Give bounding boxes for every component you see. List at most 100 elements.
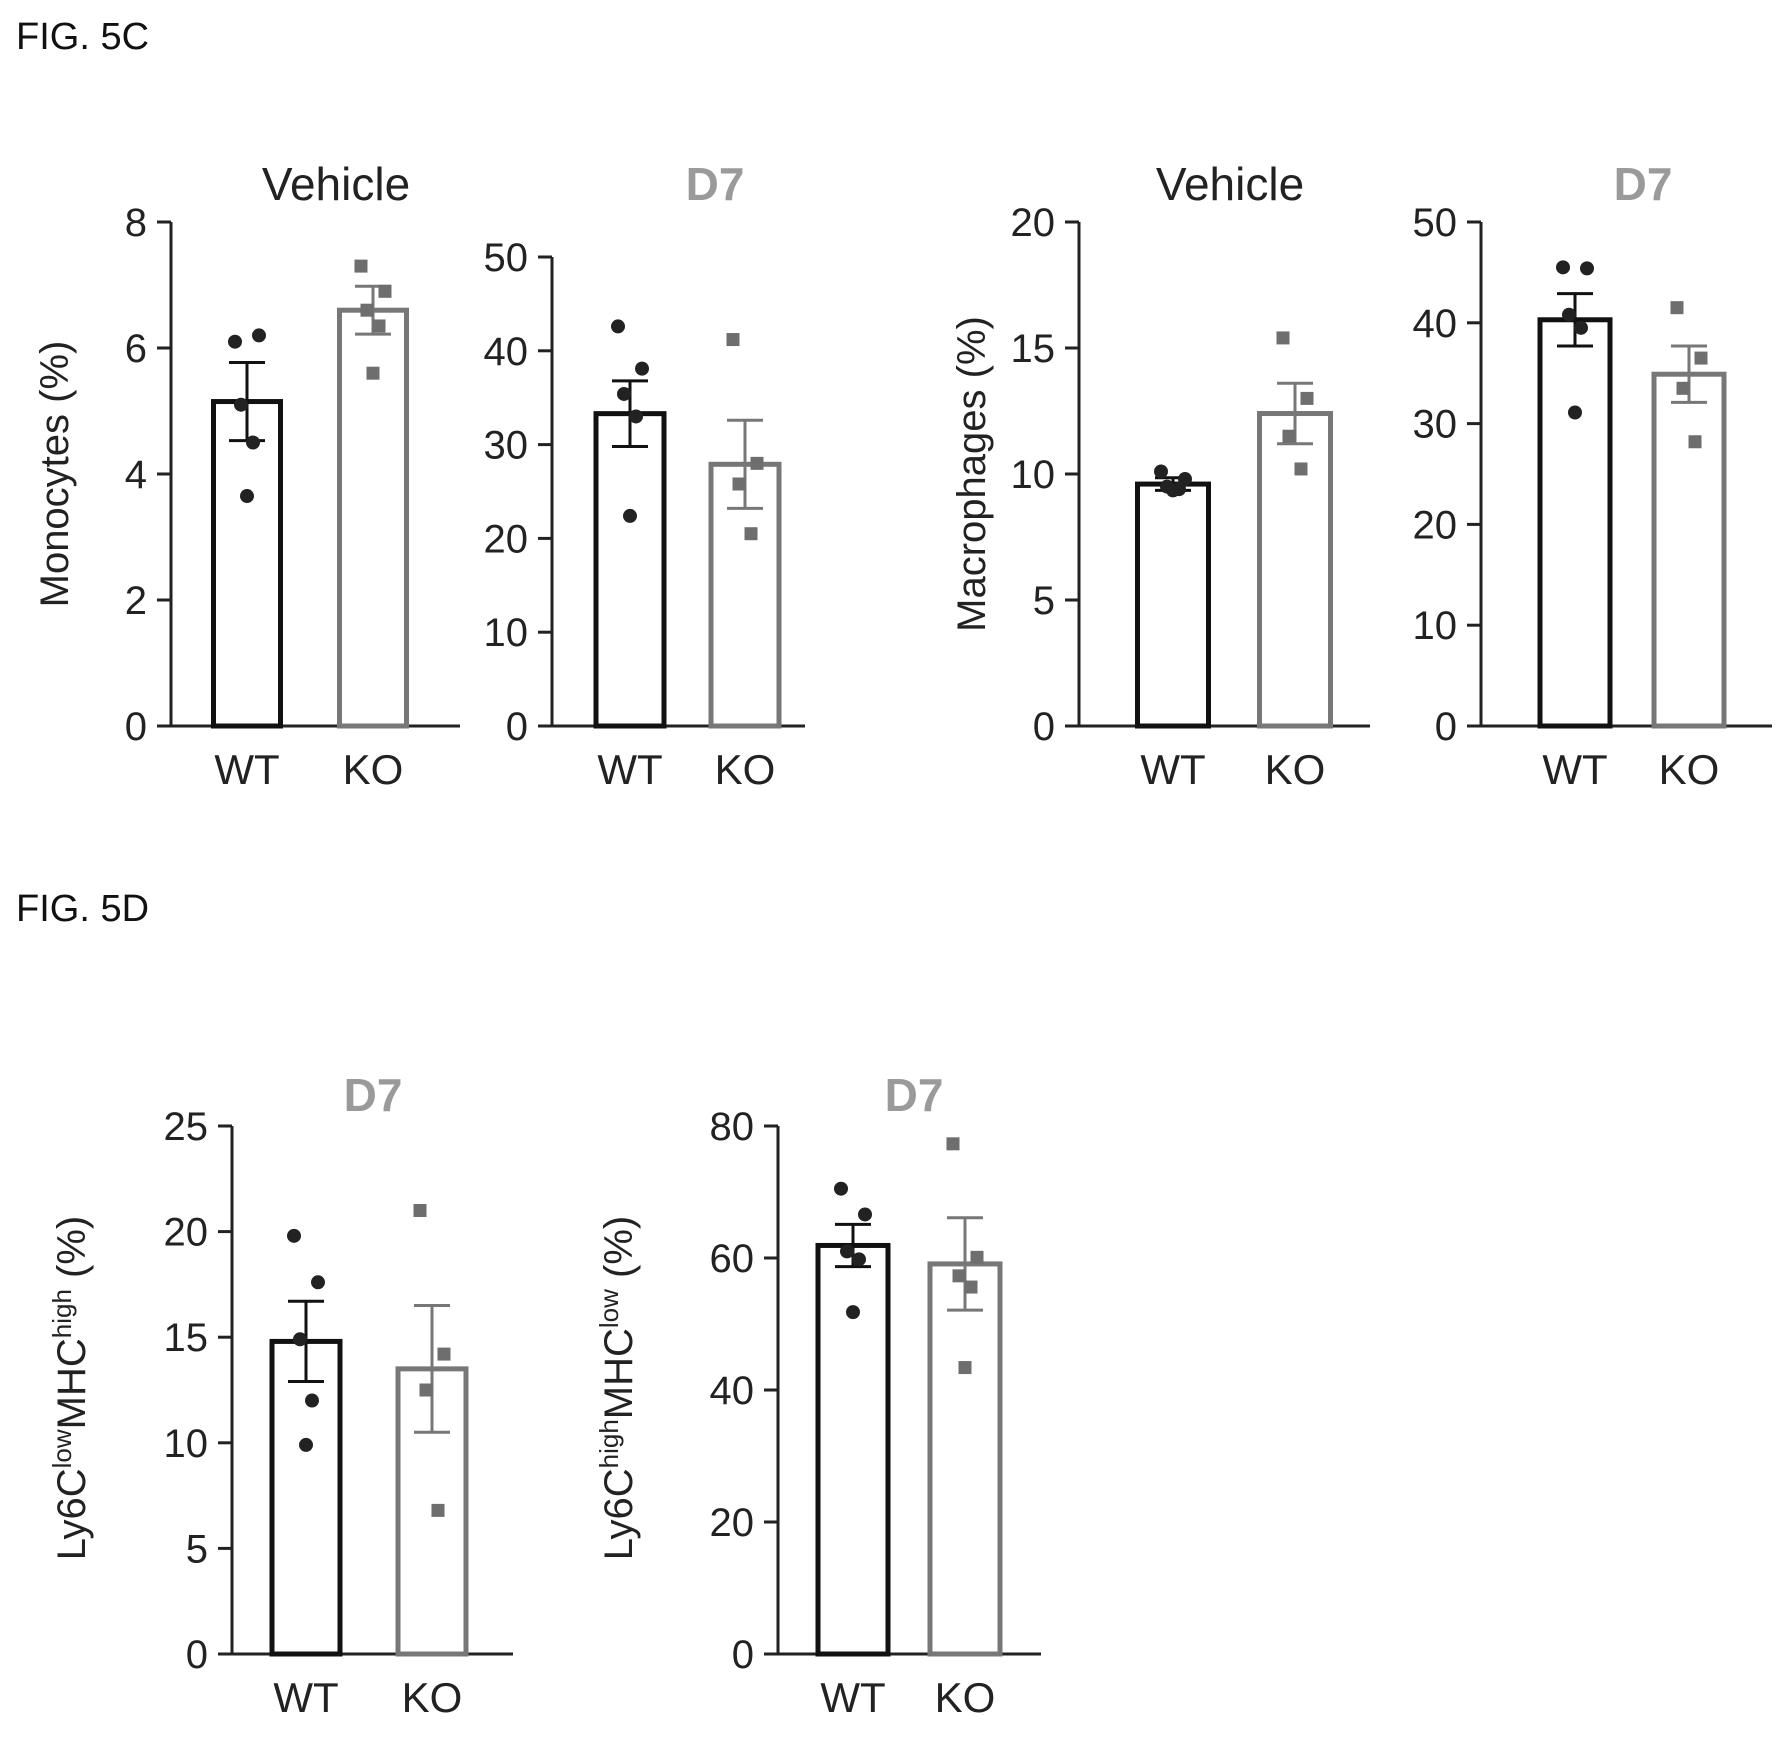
data-point-wt[interactable] — [311, 1275, 325, 1290]
data-point-wt[interactable] — [293, 1332, 307, 1347]
data-point-ko[interactable] — [1688, 435, 1702, 449]
x-tick-label: KO — [1265, 746, 1326, 793]
data-point-wt[interactable] — [846, 1305, 860, 1320]
data-point-ko[interactable] — [437, 1347, 451, 1361]
data-point-wt[interactable] — [252, 328, 266, 343]
y-tick-label: 80 — [710, 1105, 755, 1149]
data-point-wt[interactable] — [234, 397, 248, 412]
bar-wt[interactable] — [211, 399, 283, 729]
bar-ko[interactable] — [1651, 371, 1727, 729]
data-point-wt[interactable] — [299, 1437, 313, 1452]
data-point-ko[interactable] — [1294, 462, 1308, 476]
chart-title: Vehicle — [262, 158, 410, 210]
data-point-wt[interactable] — [617, 386, 631, 401]
chart-title: D7 — [1614, 158, 1673, 210]
y-tick-label: 5 — [186, 1527, 208, 1571]
data-point-wt[interactable] — [305, 1393, 319, 1408]
data-point-wt[interactable] — [840, 1244, 854, 1259]
data-point-ko[interactable] — [750, 456, 764, 470]
data-point-ko[interactable] — [1282, 429, 1296, 443]
chart-panel-1: 0 2 4 6 8 Vehicle Monocytes (%) WT KO — [33, 158, 460, 793]
x-tick-label: KO — [935, 1674, 996, 1721]
data-point-ko[interactable] — [354, 259, 368, 273]
y-tick-label: 5 — [1033, 579, 1055, 623]
data-point-wt[interactable] — [1562, 307, 1576, 322]
y-tick-label: 10 — [164, 1422, 209, 1466]
x-tick-label: KO — [715, 746, 776, 793]
y-axis-label-part: MHC — [597, 1328, 641, 1419]
data-point-ko[interactable] — [744, 527, 758, 541]
data-point-ko[interactable] — [1694, 351, 1708, 365]
data-point-ko[interactable] — [413, 1203, 427, 1217]
y-axis-label-part: Ly6C — [597, 1468, 641, 1560]
data-point-wt[interactable] — [852, 1252, 866, 1267]
bar-ko[interactable] — [1257, 411, 1333, 729]
bar-wt[interactable] — [1537, 317, 1613, 729]
figure-label-5c: FIG. 5C — [16, 16, 150, 58]
bar-wt[interactable] — [593, 411, 667, 729]
data-point-ko[interactable] — [1300, 391, 1314, 405]
data-point-wt[interactable] — [228, 334, 242, 349]
data-point-ko[interactable] — [360, 303, 374, 317]
data-point-ko[interactable] — [726, 333, 740, 347]
x-tick-label: WT — [1542, 746, 1607, 793]
data-point-wt[interactable] — [623, 508, 637, 523]
bar-ko[interactable] — [927, 1261, 1003, 1657]
y-tick-label: 0 — [1435, 705, 1457, 749]
data-point-wt[interactable] — [1568, 405, 1582, 420]
y-axis-label-part: MHC — [50, 1338, 94, 1429]
data-point-ko[interactable] — [952, 1269, 966, 1283]
y-tick-label: 8 — [125, 201, 147, 245]
y-tick-label: 0 — [186, 1633, 208, 1677]
data-point-wt[interactable] — [1580, 261, 1594, 276]
data-point-ko[interactable] — [970, 1250, 984, 1264]
bar-wt[interactable] — [269, 1338, 343, 1657]
y-axis-label: Ly6ClowMHChigh (%) — [47, 1216, 94, 1561]
data-point-ko[interactable] — [732, 477, 746, 491]
y-tick-label: 0 — [1033, 705, 1055, 749]
bar-wt[interactable] — [1135, 481, 1211, 729]
data-point-wt[interactable] — [1178, 472, 1192, 487]
chart-panel-4: 0 10 20 30 40 50 D7 WT KO — [1413, 158, 1772, 793]
y-axis-label: Ly6ChighMHClow (%) — [594, 1216, 641, 1561]
data-point-wt[interactable] — [246, 435, 260, 450]
y-tick-label: 30 — [1413, 403, 1458, 447]
data-point-wt[interactable] — [834, 1181, 848, 1196]
data-point-wt[interactable] — [611, 319, 625, 334]
x-tick-label: KO — [402, 1674, 463, 1721]
data-point-wt[interactable] — [635, 361, 649, 376]
data-point-ko[interactable] — [1670, 301, 1684, 315]
data-point-ko[interactable] — [431, 1503, 445, 1517]
data-point-wt[interactable] — [1574, 320, 1588, 335]
bar-ko[interactable] — [337, 307, 409, 729]
y-axis-label-part: (%) — [50, 1216, 94, 1289]
data-point-ko[interactable] — [958, 1361, 972, 1375]
y-axis-label-part: Ly6C — [50, 1468, 94, 1560]
x-tick-label: KO — [343, 746, 404, 793]
chart-title: D7 — [344, 1069, 403, 1121]
figure-label-5d: FIG. 5D — [16, 888, 150, 930]
data-point-ko[interactable] — [946, 1137, 960, 1151]
data-point-wt[interactable] — [1556, 260, 1570, 275]
y-tick-label: 10 — [484, 611, 529, 655]
y-axis-label-part: (%) — [597, 1216, 641, 1289]
data-point-ko[interactable] — [964, 1280, 978, 1294]
x-tick-label: KO — [1659, 746, 1720, 793]
data-point-ko[interactable] — [1276, 331, 1290, 345]
y-tick-label: 40 — [1413, 302, 1458, 346]
y-tick-label: 2 — [125, 579, 147, 623]
data-point-ko[interactable] — [1676, 381, 1690, 395]
chart-title: Vehicle — [1156, 158, 1304, 210]
data-point-wt[interactable] — [858, 1207, 872, 1222]
data-point-wt[interactable] — [240, 489, 254, 504]
data-point-wt[interactable] — [1154, 464, 1168, 479]
data-point-wt[interactable] — [629, 409, 643, 424]
x-tick-label: WT — [820, 1674, 885, 1721]
data-point-ko[interactable] — [372, 319, 386, 333]
data-point-wt[interactable] — [287, 1228, 301, 1243]
data-point-ko[interactable] — [419, 1383, 433, 1397]
data-point-wt[interactable] — [1166, 483, 1180, 498]
data-point-ko[interactable] — [378, 284, 392, 298]
data-point-ko[interactable] — [366, 366, 380, 380]
y-tick-label: 50 — [484, 236, 529, 280]
